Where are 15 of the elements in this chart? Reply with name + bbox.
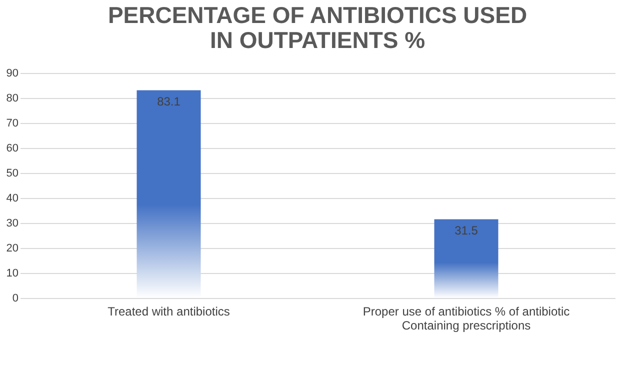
y-tick-label: 20 [6, 242, 18, 254]
x-tick-label: Treated with antibiotics [108, 304, 230, 318]
y-tick-label: 80 [6, 92, 18, 104]
y-tick-label: 60 [6, 142, 18, 154]
y-tick-label: 40 [6, 192, 18, 204]
y-tick-label: 30 [6, 218, 18, 230]
y-tick-label: 10 [6, 268, 18, 280]
y-tick-label: 50 [6, 168, 18, 180]
chart-title: PERCENTAGE OF ANTIBIOTICS USED IN OUTPATIENTS % [108, 2, 528, 53]
y-tick-label: 70 [6, 118, 18, 130]
data-label: 83.1 [157, 94, 181, 108]
y-tick-label: 90 [6, 68, 18, 80]
data-label: 31.5 [454, 223, 478, 238]
y-tick-label: 0 [12, 292, 18, 304]
x-tick-label: Proper use of antibiotics % of antibiotic Containing prescriptions [362, 304, 570, 332]
